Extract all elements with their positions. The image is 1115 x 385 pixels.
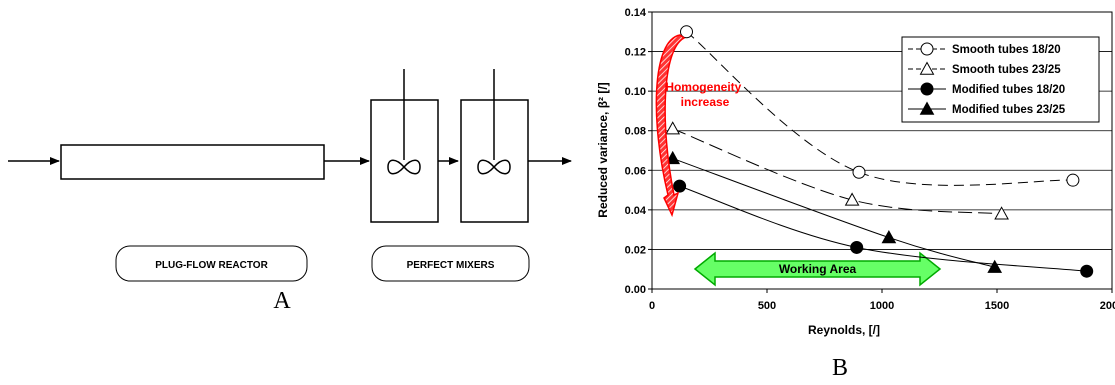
legend-item: Modified tubes 18/20 <box>908 82 1065 96</box>
homogeneity-label: Homogeneity increase <box>665 80 744 109</box>
data-point <box>987 259 1003 273</box>
x-tick-label: 1000 <box>870 300 894 312</box>
series-2 <box>665 121 1009 220</box>
panel-a: PLUG-FLOW REACTOR PERFECT MIXERS A <box>8 69 572 314</box>
mixers-label: PERFECT MIXERS <box>407 260 495 271</box>
x-tick-label: 500 <box>758 300 776 312</box>
homogeneity-arrow: Homogeneity increase <box>655 34 744 218</box>
plug-flow-label: PLUG-FLOW REACTOR <box>155 260 268 271</box>
y-tick-label: 0.04 <box>625 205 647 217</box>
legend-marker <box>919 101 935 115</box>
legend-item: Smooth tubes 18/20 <box>908 42 1061 56</box>
plug-flow-label-box <box>115 245 308 282</box>
x-axis-ticks: 0 500 1000 1500 2000 <box>649 289 1115 312</box>
curved-arrow-icon <box>655 34 686 218</box>
legend-label: Modified tubes 18/20 <box>952 84 1065 96</box>
legend-marker <box>920 82 934 96</box>
legend-item: Modified tubes 23/25 <box>908 101 1066 116</box>
mixers-label-box <box>371 245 530 282</box>
series-3 <box>673 179 1094 278</box>
y-tick-label: 0.12 <box>625 47 646 59</box>
mixer-tank-1 <box>370 69 439 223</box>
data-point <box>852 165 866 179</box>
data-point <box>673 179 687 193</box>
data-point <box>1080 264 1094 278</box>
x-tick-label: 0 <box>649 300 655 312</box>
legend-box <box>901 36 1100 123</box>
data-point <box>850 240 864 254</box>
legend: Smooth tubes 18/20 Smooth tubes 23/25 Modi… <box>901 36 1100 123</box>
legend-marker <box>919 61 935 75</box>
data-point <box>665 150 681 165</box>
y-tick-label: 0.08 <box>625 126 646 138</box>
grid <box>652 51 1112 250</box>
y-tick-label: 0.06 <box>625 165 646 177</box>
homogeneity-label-line-2: increase <box>681 95 730 109</box>
data-point <box>665 121 681 135</box>
y-axis-ticks: 0.00 0.02 0.04 0.06 0.08 0.10 0.12 0.14 <box>625 7 652 296</box>
series-4 <box>665 150 1003 273</box>
impeller-icon <box>387 159 421 175</box>
legend-label: Modified tubes 23/25 <box>952 104 1066 116</box>
working-area-shape <box>693 251 942 287</box>
y-tick-label: 0.02 <box>625 244 646 256</box>
legend-label: Smooth tubes 23/25 <box>952 64 1061 76</box>
panel-a-label: A <box>273 288 291 314</box>
data-point <box>1066 173 1080 187</box>
data-point <box>680 25 693 39</box>
homogeneity-label-line-1: Homogeneity <box>665 80 741 94</box>
y-tick-label: 0.10 <box>625 86 646 98</box>
series-1 <box>680 25 1080 187</box>
impeller-icon <box>477 159 511 175</box>
panel-b: 0.00 0.02 0.04 0.06 0.08 0.10 0.12 0.14 0 500 100… <box>596 7 1115 381</box>
x-axis-label: Reynolds, [/] <box>808 323 880 337</box>
y-tick-label: 0.14 <box>625 7 647 19</box>
y-tick-label: 0.00 <box>625 284 646 296</box>
y-axis-label: Reduced variance, β² [/] <box>596 82 610 217</box>
data-point <box>881 230 897 244</box>
legend-marker <box>920 42 934 56</box>
plug-flow-reactor <box>60 144 325 180</box>
working-area-arrow: Working Area <box>693 251 942 287</box>
legend-item: Smooth tubes 23/25 <box>908 61 1061 76</box>
data-point <box>994 206 1009 220</box>
series-line <box>686 31 1073 186</box>
series-line <box>672 157 995 268</box>
legend-label: Smooth tubes 18/20 <box>952 44 1061 56</box>
panel-b-label: B <box>832 355 848 381</box>
series-layer <box>665 25 1094 278</box>
x-tick-label: 2000 <box>1100 300 1115 312</box>
x-tick-label: 1500 <box>985 300 1009 312</box>
working-area-label: Working Area <box>779 262 857 276</box>
mixer-tank-2 <box>460 69 529 223</box>
data-point <box>844 192 860 206</box>
